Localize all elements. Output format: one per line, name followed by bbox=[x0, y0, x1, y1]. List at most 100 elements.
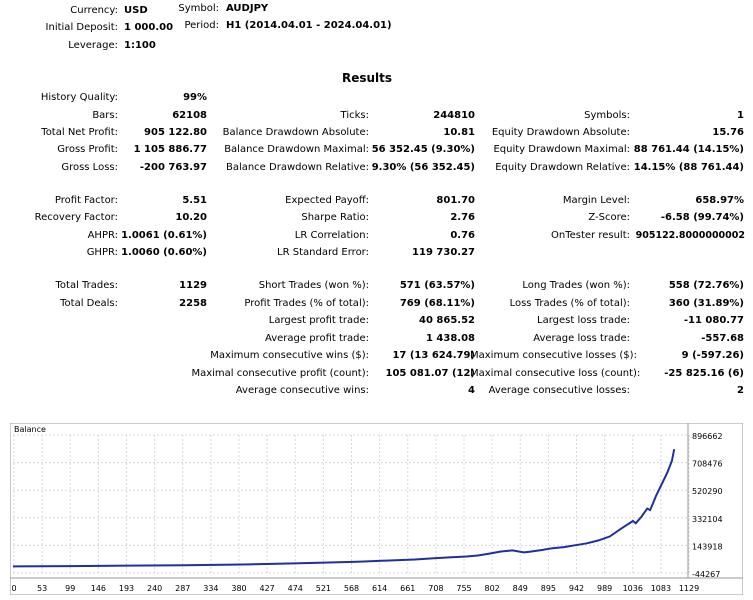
gross-profit-label: Gross Profit: bbox=[57, 144, 118, 155]
average-consecutive-losses-value: 2 bbox=[737, 385, 744, 396]
x-tick-label: 708 bbox=[428, 584, 443, 593]
max-consecutive-losses-value: 9 (-597.26) bbox=[681, 350, 744, 361]
total-net-profit-value: 905 122.80 bbox=[144, 127, 207, 138]
total-deals-value: 2258 bbox=[179, 298, 207, 309]
ahpr-label: AHPR: bbox=[87, 230, 118, 241]
lr-correlation-label: LR Correlation: bbox=[294, 230, 369, 241]
loss-trades-value: 360 (31.89%) bbox=[668, 298, 744, 309]
balance-drawdown-relative-value: 9.30% (56 352.45) bbox=[371, 162, 475, 173]
currency-label: Currency: bbox=[70, 5, 118, 16]
largest-loss-trade-value: -11 080.77 bbox=[683, 315, 744, 326]
maximal-consecutive-loss-label: Maximal consecutive loss (count): bbox=[470, 368, 641, 379]
balance-drawdown-relative-label: Balance Drawdown Relative: bbox=[225, 162, 369, 173]
short-trades-value: 571 (63.57%) bbox=[399, 280, 475, 291]
ahpr-value: 1.0061 (0.61%) bbox=[121, 230, 207, 241]
x-tick-label: 1083 bbox=[651, 584, 671, 593]
x-tick-label: 942 bbox=[569, 584, 584, 593]
long-trades-value: 558 (72.76%) bbox=[668, 280, 744, 291]
balance-drawdown-maximal-label: Balance Drawdown Maximal: bbox=[224, 144, 369, 155]
x-tick-label: 849 bbox=[513, 584, 528, 593]
equity-drawdown-relative-label: Equity Drawdown Relative: bbox=[495, 162, 630, 173]
profit-factor-value: 5.51 bbox=[182, 195, 207, 206]
total-net-profit-label: Total Net Profit: bbox=[41, 127, 118, 138]
initial-deposit-value: 1 000.00 bbox=[124, 22, 174, 33]
x-tick-label: 427 bbox=[259, 584, 274, 593]
max-consecutive-losses-label: Maximum consecutive losses ($): bbox=[470, 350, 637, 361]
equity-drawdown-maximal-label: Equity Drawdown Maximal: bbox=[493, 144, 630, 155]
balance-series-line bbox=[12, 449, 676, 568]
history-quality-label: History Quality: bbox=[40, 92, 118, 103]
y-tick-label: 520290 bbox=[692, 487, 723, 496]
recovery-factor-label: Recovery Factor: bbox=[34, 212, 118, 223]
y-tick-label: 896662 bbox=[692, 432, 723, 441]
expected-payoff-value: 801.70 bbox=[436, 195, 475, 206]
x-tick-label: 0 bbox=[11, 584, 16, 593]
balance-drawdown-absolute-label: Balance Drawdown Absolute: bbox=[222, 127, 369, 138]
average-consecutive-wins-label: Average consecutive wins: bbox=[235, 385, 369, 396]
x-tick-label: 1129 bbox=[679, 584, 699, 593]
y-tick-label: 708476 bbox=[692, 460, 723, 469]
profit-factor-label: Profit Factor: bbox=[54, 195, 118, 206]
x-tick-label: 146 bbox=[91, 584, 106, 593]
ghpr-value: 1.0060 (0.60%) bbox=[121, 247, 207, 258]
largest-loss-trade-label: Largest loss trade: bbox=[537, 315, 630, 326]
long-trades-label: Long Trades (won %): bbox=[522, 280, 630, 291]
y-axis-labels: 896662 708476 520290 332104 143918 -44267 bbox=[692, 432, 723, 579]
lr-standard-error-label: LR Standard Error: bbox=[277, 247, 369, 258]
max-consecutive-wins-value: 17 (13 624.79) bbox=[392, 350, 475, 361]
x-tick-label: 989 bbox=[597, 584, 612, 593]
chart-grid bbox=[10, 423, 743, 579]
x-tick-label: 240 bbox=[147, 584, 162, 593]
ticks-label: Ticks: bbox=[340, 110, 369, 121]
gross-profit-value: 1 105 886.77 bbox=[133, 144, 207, 155]
x-tick-label: 1036 bbox=[623, 584, 643, 593]
ghpr-label: GHPR: bbox=[86, 247, 118, 258]
currency-value: USD bbox=[124, 5, 148, 16]
period-value: H1 (2014.04.01 - 2024.04.01) bbox=[226, 20, 392, 31]
x-tick-label: 53 bbox=[37, 584, 47, 593]
x-tick-label: 895 bbox=[541, 584, 556, 593]
x-tick-label: 334 bbox=[203, 584, 218, 593]
results-title: Results bbox=[341, 71, 393, 85]
z-score-label: Z-Score: bbox=[588, 212, 630, 223]
average-consecutive-wins-value: 4 bbox=[468, 385, 475, 396]
leverage-value: 1:100 bbox=[124, 40, 156, 51]
y-tick-label: 143918 bbox=[692, 542, 723, 551]
x-tick-label: 99 bbox=[65, 584, 75, 593]
x-tick-label: 521 bbox=[316, 584, 331, 593]
x-tick-label: 380 bbox=[231, 584, 246, 593]
balance-drawdown-maximal-value: 56 352.45 (9.30%) bbox=[371, 144, 475, 155]
initial-deposit-label: Initial Deposit: bbox=[45, 22, 118, 33]
largest-profit-trade-value: 40 865.52 bbox=[419, 315, 475, 326]
x-tick-label: 474 bbox=[288, 584, 303, 593]
symbols-label: Symbols: bbox=[584, 110, 630, 121]
expected-payoff-label: Expected Payoff: bbox=[285, 195, 369, 206]
equity-drawdown-absolute-value: 15.76 bbox=[712, 127, 744, 138]
chart-title: Balance bbox=[14, 425, 46, 434]
gross-loss-label: Gross Loss: bbox=[61, 162, 118, 173]
total-trades-label: Total Trades: bbox=[55, 280, 119, 291]
bars-label: Bars: bbox=[92, 110, 118, 121]
sharpe-ratio-value: 2.76 bbox=[450, 212, 475, 223]
symbol-value: AUDJPY bbox=[226, 3, 269, 14]
largest-profit-trade-label: Largest profit trade: bbox=[268, 315, 369, 326]
average-profit-trade-value: 1 438.08 bbox=[425, 333, 475, 344]
symbol-label: Symbol: bbox=[178, 3, 219, 14]
period-label: Period: bbox=[184, 20, 219, 31]
ticks-value: 244810 bbox=[433, 110, 475, 121]
maximal-consecutive-profit-label: Maximal consecutive profit (count): bbox=[191, 368, 369, 379]
balance-chart: 896662 708476 520290 332104 143918 -44267 0 53… bbox=[10, 423, 743, 595]
leverage-label: Leverage: bbox=[68, 40, 118, 51]
average-loss-trade-value: -557.68 bbox=[701, 333, 744, 344]
balance-drawdown-absolute-value: 10.81 bbox=[443, 127, 475, 138]
x-tick-label: 614 bbox=[372, 584, 387, 593]
history-quality-value: 99% bbox=[183, 92, 207, 103]
maximal-consecutive-profit-value: 105 081.07 (12) bbox=[385, 368, 475, 379]
total-trades-value: 1129 bbox=[179, 280, 207, 291]
margin-level-label: Margin Level: bbox=[562, 195, 630, 206]
recovery-factor-value: 10.20 bbox=[175, 212, 207, 223]
x-tick-label: 287 bbox=[175, 584, 190, 593]
ontester-result-label: OnTester result: bbox=[550, 230, 630, 241]
x-tick-label: 755 bbox=[456, 584, 471, 593]
chart-plot bbox=[12, 449, 676, 568]
